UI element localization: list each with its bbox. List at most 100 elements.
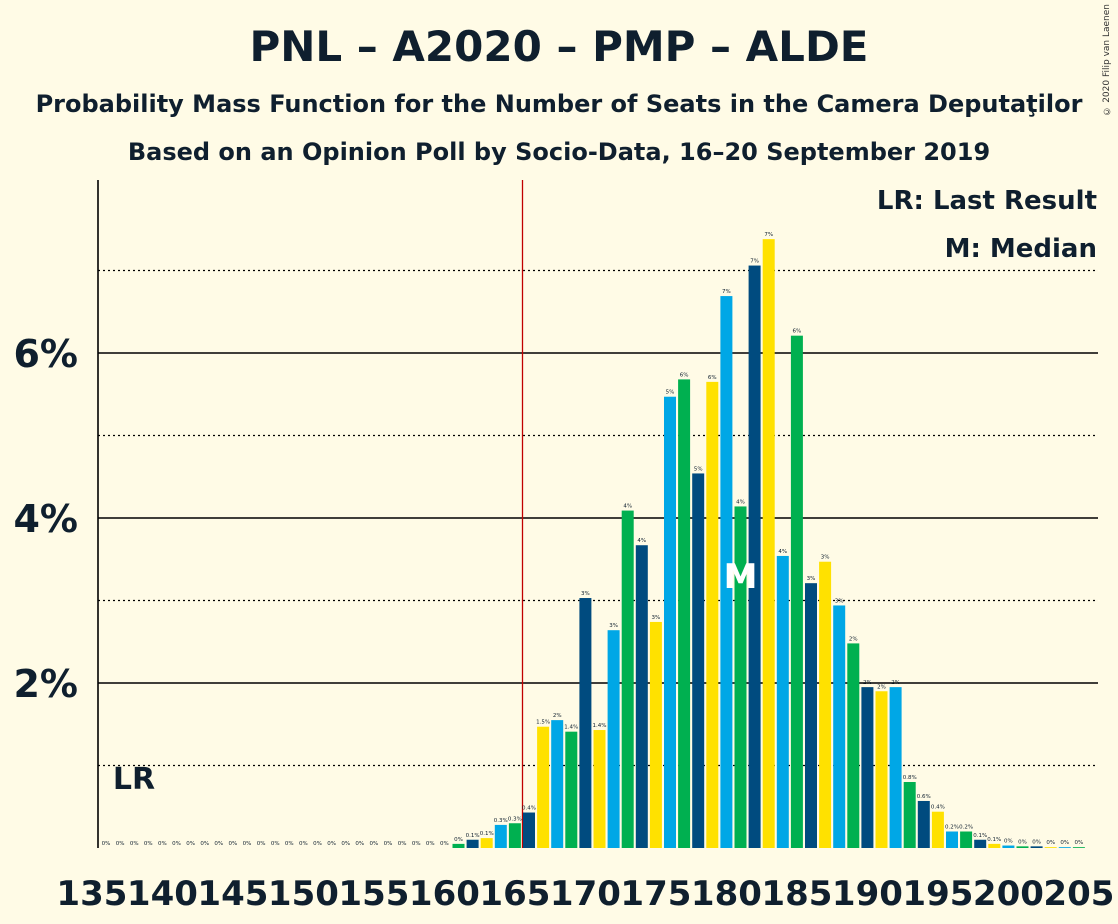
bar-value-label: 5%: [666, 390, 675, 396]
bar-202: [1030, 846, 1043, 848]
bar-value-label: 3%: [807, 576, 816, 582]
bar-181: [734, 506, 747, 848]
legend-median: M: Median: [945, 234, 1097, 264]
bar-165: [508, 823, 521, 848]
bar-188: [833, 605, 846, 848]
bar-value-label: 0%: [370, 841, 379, 847]
chart-title: PNL – A2020 – PMP – ALDE: [249, 22, 869, 71]
bar-value-label: 0.8%: [903, 775, 917, 781]
bar-value-label: 0%: [172, 841, 181, 847]
bar-value-label: 0%: [243, 841, 252, 847]
bar-173: [621, 510, 634, 848]
bar-value-label: 0.1%: [466, 833, 480, 839]
bar-value-label: 0.1%: [480, 831, 494, 837]
bar-190: [861, 687, 874, 848]
x-tick-label: 140: [127, 874, 198, 914]
bar-180: [720, 296, 733, 848]
bar-value-label: 0.2%: [959, 825, 973, 831]
bar-value-label: 1.5%: [536, 720, 550, 726]
bar-163: [480, 838, 493, 848]
x-tick-label: 190: [832, 874, 903, 914]
bar-value-label: 0.4%: [931, 805, 945, 811]
bar-value-label: 0%: [186, 841, 195, 847]
x-tick-label: 145: [197, 874, 268, 914]
bar-196: [946, 831, 958, 848]
bar-164: [494, 824, 507, 848]
bar-185: [790, 335, 803, 848]
bar-186: [805, 583, 817, 848]
bar-204: [1058, 847, 1071, 848]
x-tick-label: 205: [1043, 874, 1114, 914]
bar-value-label: 0%: [1004, 839, 1013, 845]
bar-170: [579, 598, 592, 848]
last-result-marker: LR: [113, 762, 155, 797]
bar-193: [903, 782, 916, 848]
bar-value-label: 6%: [680, 372, 689, 378]
bar-value-label: 2%: [877, 684, 886, 690]
bar-value-label: 7%: [722, 289, 731, 295]
bar-value-label: 0%: [1046, 840, 1055, 846]
chart-subtitle-poll: Based on an Opinion Poll by Socio-Data, …: [127, 138, 991, 166]
x-tick-label: 175: [620, 874, 691, 914]
chart-subtitle: Probability Mass Function for the Number…: [35, 90, 1083, 118]
bar-value-label: 0.6%: [917, 794, 931, 800]
bar-value-label: 3%: [835, 598, 844, 604]
bar-value-label: 0.4%: [522, 806, 536, 812]
bar-value-label: 0.3%: [494, 818, 508, 824]
bar-178: [692, 473, 705, 848]
bar-value-label: 0.1%: [987, 837, 1001, 843]
bar-183: [762, 239, 775, 848]
bar-value-label: 0%: [200, 841, 209, 847]
bar-value-label: 3%: [609, 623, 618, 629]
bar-value-label: 0%: [313, 841, 322, 847]
bar-167: [537, 726, 550, 848]
bar-value-label: 2%: [849, 636, 858, 642]
bar-value-label: 0%: [412, 841, 421, 847]
bar-value-label: 3%: [581, 591, 590, 597]
bar-value-label: 0%: [285, 841, 294, 847]
bar-value-label: 0%: [355, 841, 364, 847]
bar-value-label: 0.1%: [973, 833, 987, 839]
bar-value-label: 0%: [341, 841, 350, 847]
x-tick-label: 155: [338, 874, 409, 914]
bar-value-label: 0%: [398, 841, 407, 847]
bar-value-label: 1.4%: [593, 723, 607, 729]
bar-171: [593, 730, 606, 848]
bar-value-label: 0%: [116, 841, 125, 847]
bar-value-label: 0%: [130, 841, 139, 847]
bar-175: [649, 621, 662, 848]
bar-199: [988, 843, 1001, 848]
bar-205: [1072, 847, 1085, 848]
x-tick-label: 170: [550, 874, 621, 914]
bar-value-label: 1.4%: [564, 725, 578, 731]
bar-197: [960, 831, 973, 848]
bar-value-label: 0%: [102, 841, 111, 847]
x-tick-label: 160: [409, 874, 480, 914]
bar-value-label: 0%: [1075, 840, 1084, 846]
bar-195: [931, 811, 944, 848]
legend-last-result: LR: Last Result: [877, 186, 1097, 216]
bar-value-label: 5%: [694, 466, 703, 472]
bar-191: [875, 691, 888, 848]
bar-169: [565, 731, 578, 848]
bar-value-label: 0%: [1032, 839, 1041, 845]
y-tick-label: 4%: [13, 497, 78, 541]
bar-value-label: 2%: [891, 680, 900, 686]
median-marker: M: [724, 557, 758, 597]
bar-174: [635, 545, 648, 848]
bar-value-label: 0%: [327, 841, 336, 847]
bar-value-label: 6%: [708, 375, 717, 381]
bar-189: [847, 643, 860, 848]
x-tick-label: 185: [761, 874, 832, 914]
bar-value-label: 0%: [257, 841, 266, 847]
x-tick-label: 180: [691, 874, 762, 914]
bar-value-label: 0%: [144, 841, 153, 847]
bar-value-label: 0%: [158, 841, 167, 847]
bar-161: [452, 843, 465, 848]
bar-198: [974, 839, 987, 848]
bar-value-label: 0%: [440, 841, 449, 847]
bar-162: [466, 839, 479, 848]
y-tick-label: 2%: [13, 662, 78, 706]
bar-182: [748, 265, 761, 848]
